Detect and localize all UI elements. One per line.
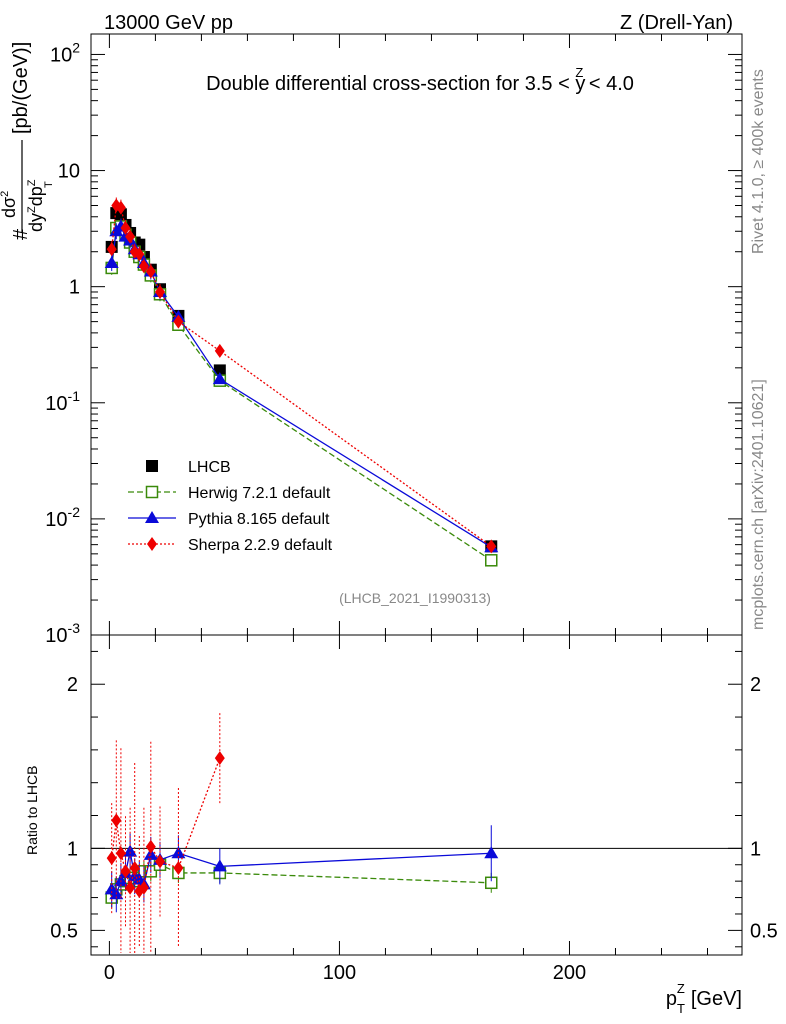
x-tick-label: 0 — [104, 962, 115, 984]
ratio-tick-label-right: 2 — [750, 674, 761, 696]
y-tick-label: 10-3 — [45, 620, 80, 647]
sherpa-ratio-point — [111, 813, 122, 828]
main-title: Double differential cross-section for 3.… — [206, 65, 634, 95]
ratio-tick-label: 1 — [67, 838, 78, 860]
sherpa-main-point — [138, 259, 149, 274]
herwig-legend-marker — [145, 485, 159, 499]
sherpa-main-point — [173, 314, 184, 329]
sherpa-ratio-point — [155, 854, 166, 869]
sherpa-main-point — [106, 242, 117, 257]
sherpa-ratio-point — [138, 880, 149, 895]
sherpa-main-point — [214, 343, 225, 358]
ratio-y-axis-label: Ratio to LHCB — [24, 766, 40, 855]
x-tick-label: 200 — [553, 962, 586, 984]
pythia-ratio-point — [212, 859, 227, 872]
herwig-legend-label: Herwig 7.2.1 default — [188, 485, 331, 502]
sherpa-main-point — [125, 229, 136, 244]
y-label-denominator: dyZdpZ — [26, 179, 46, 232]
y-tick-label: 1 — [69, 277, 80, 299]
sherpa-ratio-point — [173, 861, 184, 876]
header-right: Z (Drell-Yan) — [620, 12, 733, 34]
sherpa-main-point — [115, 200, 126, 215]
y-tick-label: 10 — [58, 161, 80, 183]
pythia-legend-marker — [145, 511, 159, 523]
ratio-panel-data — [104, 713, 499, 953]
sherpa-ratio-point — [106, 851, 117, 866]
herwig-ratio-line — [111, 863, 492, 898]
ratio-panel-frame — [90, 634, 743, 956]
y-tick-label: 10-2 — [45, 504, 80, 531]
ratio-tick-label-right: 1 — [750, 838, 761, 860]
axes-ticks: 0 100 200 10-3 10-2 10-1 1 10 102 0.5 0.5 1 1 2 2 — [45, 34, 778, 984]
herwig-main-point — [485, 554, 498, 567]
x-tick-label: 100 — [323, 962, 356, 984]
main-y-axis-label: # dσ2 dyZdpZ T [pb/(GeV)] — [0, 42, 55, 240]
pythia-main-point — [104, 255, 119, 268]
sherpa-ratio-point — [214, 751, 225, 766]
y-tick-label: 10-1 — [45, 388, 80, 415]
sherpa-main-point — [120, 221, 131, 236]
sherpa-main-point — [145, 264, 156, 279]
sherpa-ratio-point — [120, 864, 131, 879]
sherpa-main-point — [155, 284, 166, 299]
pythia-legend-label: Pythia 8.165 default — [188, 511, 330, 528]
sherpa-ratio-point — [129, 861, 140, 876]
mcplots-label: mcplots.cern.ch [arXiv:2401.10621] — [750, 379, 767, 630]
rivet-label: Rivet 4.1.0, ≥ 400k events — [750, 69, 767, 254]
lhcb-legend-label: LHCB — [188, 459, 231, 476]
y-label-units: [pb/(GeV)] — [10, 42, 32, 134]
y-label-den-sub: T — [43, 181, 55, 188]
y-label-numerator: dσ2 — [0, 191, 19, 218]
sherpa-legend-label: Sherpa 2.2.9 default — [188, 537, 333, 554]
sherpa-legend-marker — [147, 537, 157, 551]
ratio-tick-label: 0.5 — [50, 920, 78, 942]
sherpa-main-point — [486, 539, 497, 554]
pythia-ratio-point — [113, 874, 128, 887]
pythia-ratio-line — [111, 851, 492, 896]
x-axis-label: pTZ [GeV] — [666, 981, 742, 1016]
lhcb-legend-marker — [146, 460, 158, 472]
ratio-tick-label: 2 — [67, 674, 78, 696]
main-panel-data — [104, 197, 499, 567]
y-label-hash: # — [10, 228, 32, 240]
pythia-ratio-point — [123, 844, 138, 857]
y-tick-label: 102 — [50, 39, 80, 66]
legend: LHCB Herwig 7.2.1 default Pythia 8.165 def… — [128, 459, 333, 554]
pythia-ratio-point — [484, 846, 499, 859]
header-left: 13000 GeV pp — [104, 12, 233, 34]
ratio-tick-label-right: 0.5 — [750, 920, 778, 942]
pythia-main-point — [212, 372, 227, 385]
sherpa-ratio-point — [125, 880, 136, 895]
analysis-id: (LHCB_2021_I1990313) — [339, 590, 491, 606]
sherpa-main-point — [134, 247, 145, 262]
sherpa-ratio-point — [115, 846, 126, 861]
sherpa-ratio-point — [145, 839, 156, 854]
